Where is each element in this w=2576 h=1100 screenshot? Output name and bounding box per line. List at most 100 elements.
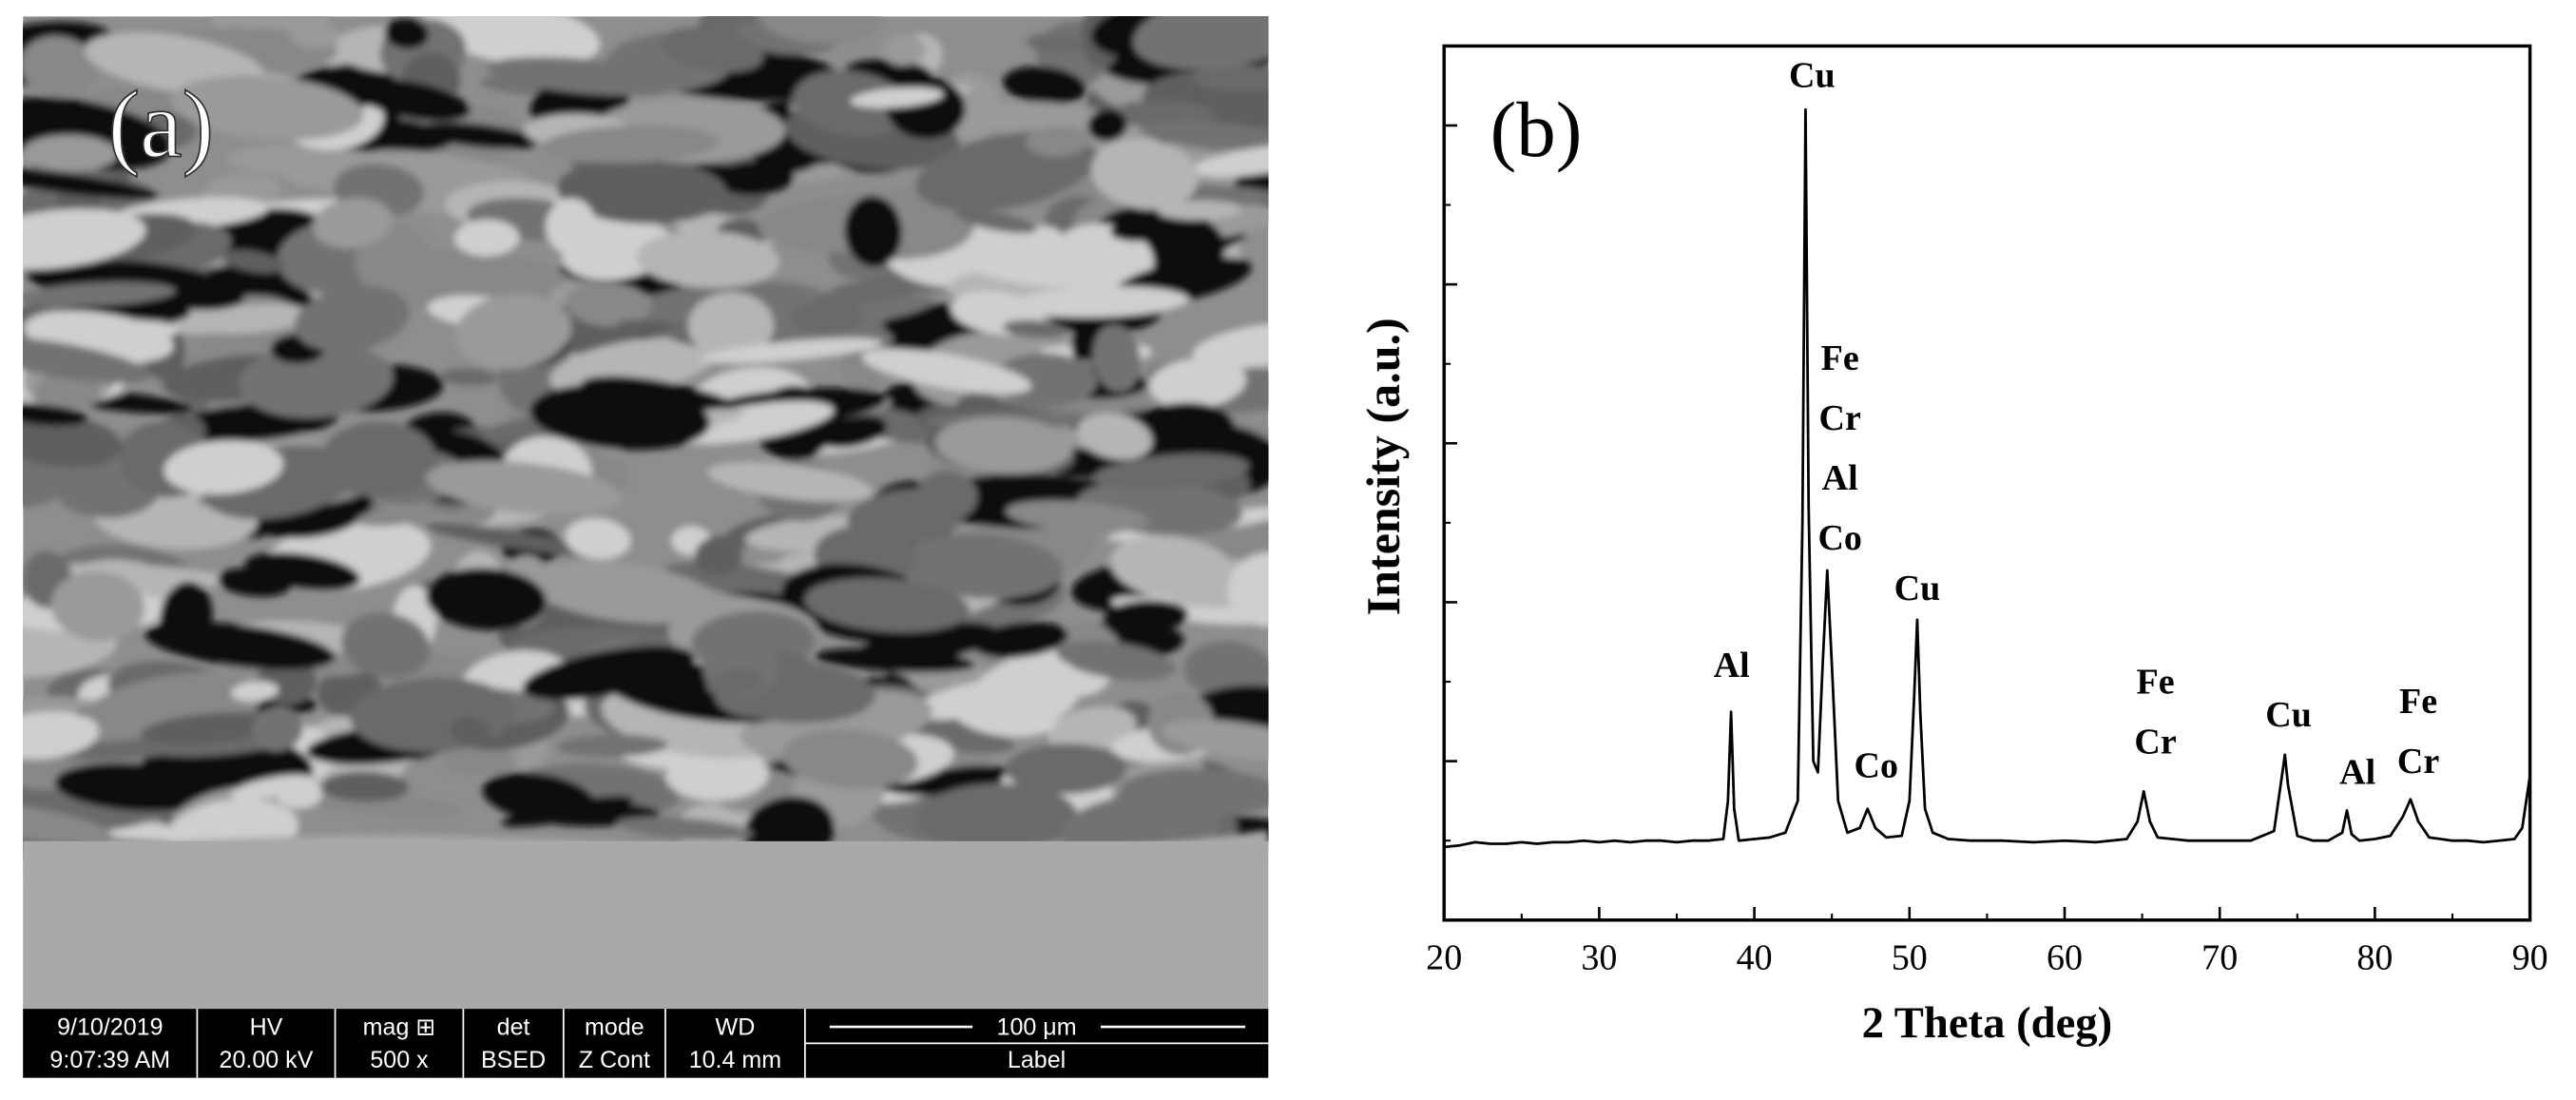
info-bar: 9/10/2019 9:07:39 AM HV 20.00 kV mag ⊞ 500 x d… [23,1009,1269,1078]
sem-grain [1132,16,1269,70]
sem-grain [341,612,431,679]
peak-label: Cr [1819,398,1861,438]
sem-grain [1104,600,1189,633]
sem-grain [971,656,1083,728]
sem-grain [636,230,780,288]
info-text: WD [716,1013,756,1040]
peak-label: Fe [1821,338,1859,378]
sem-grain [454,294,572,370]
sem-grain [320,771,410,802]
sem-grain [616,817,754,841]
info-text: mode [585,1013,644,1040]
sem-grain [934,416,1073,474]
sem-grain [556,734,668,758]
sem-grain [540,125,721,164]
sem-grain [915,471,978,522]
peak-label: Fe [2136,662,2174,702]
sem-grain [170,75,364,141]
sem-grain [244,552,360,591]
sem-grain [564,517,631,560]
sem-grain [687,292,775,359]
sem-grain [992,353,1098,408]
sem-grain [189,303,313,335]
x-tick-label: 90 [2512,938,2548,978]
sem-grain [482,772,597,823]
sem-grain [1191,65,1269,92]
sem-grain [231,681,279,702]
sem-grain [706,461,874,502]
sem-grain [487,56,681,96]
peak-label: Cu [1789,56,1836,96]
sem-grain [140,711,281,745]
sem-grain [522,646,695,701]
sem-interface [23,829,1269,878]
x-tick-label: 60 [2047,938,2083,978]
sem-grain [844,196,902,267]
sem-grain [1162,719,1269,761]
sem-grain [1047,705,1137,753]
sem-grain [790,300,865,335]
sem-grain [861,348,1032,395]
sem-grain [312,197,394,249]
sem-grain [1149,357,1246,409]
sem-grain [565,281,652,327]
sem-grain [384,18,430,49]
info-text: 9:07:39 AM [49,1047,170,1073]
info-text: 500 x [370,1047,429,1073]
info-text: 9/10/2019 [57,1013,163,1040]
sem-grain [661,27,764,72]
peak-label: Cr [2397,742,2439,782]
sem-grain [442,744,517,777]
sem-grain [23,134,119,171]
sem-image [23,16,1269,1010]
peak-label: Fe [2399,682,2437,722]
x-axis-label: 2 Theta (deg) [1862,998,2113,1048]
sem-grain [900,533,1064,599]
xrd-chart: (b) 20 30 40 50 60 70 80 90 2 Theta (deg) Intensit… [1356,44,2548,1048]
sem-grain [782,729,918,789]
sem-grain [694,535,743,576]
sem-grain [1002,319,1068,338]
sem-grain [953,208,1037,234]
sem-grain [1093,454,1250,491]
peak-label: Al [2339,752,2375,792]
sem-grain [50,570,145,642]
info-text: mag ⊞ [363,1013,436,1040]
sem-grain [38,318,180,343]
sem-grain [1192,322,1269,369]
x-tick-label: 80 [2356,938,2393,978]
sem-grain [1092,324,1141,393]
info-text: BSED [481,1047,546,1073]
sem-grain [882,34,926,67]
sem-grain [1157,200,1242,221]
sem-grain [1227,552,1269,627]
sem-grain [706,668,764,698]
y-axis-label: Intensity (a.u.) [1356,318,1410,615]
sem-grain [804,577,971,633]
sem-grain [1087,108,1127,142]
sem-grain [439,368,498,386]
sem-grain [44,563,240,588]
sem-grain [230,774,315,801]
sem-grain [557,158,727,224]
scale-bar-label-bg [972,1013,1101,1040]
sem-grain [23,281,176,307]
sem-grain [1056,641,1176,681]
xrd-line [1444,107,2531,849]
sem-grain [58,738,197,761]
sem-grain [356,505,438,527]
info-text: Label [1008,1047,1066,1073]
sem-grain [23,413,124,468]
peak-label: Co [1855,745,1898,785]
info-text: det [497,1013,530,1040]
sem-grain [23,167,159,200]
x-tick-label: 70 [2201,938,2238,978]
sem-grain [792,70,910,137]
sem-texture [23,16,1269,868]
sem-grain [426,460,623,515]
info-text: 20.00 kV [220,1047,314,1073]
sem-grain [424,523,608,557]
sem-grain [453,219,520,257]
sem-grain [1003,66,1086,106]
